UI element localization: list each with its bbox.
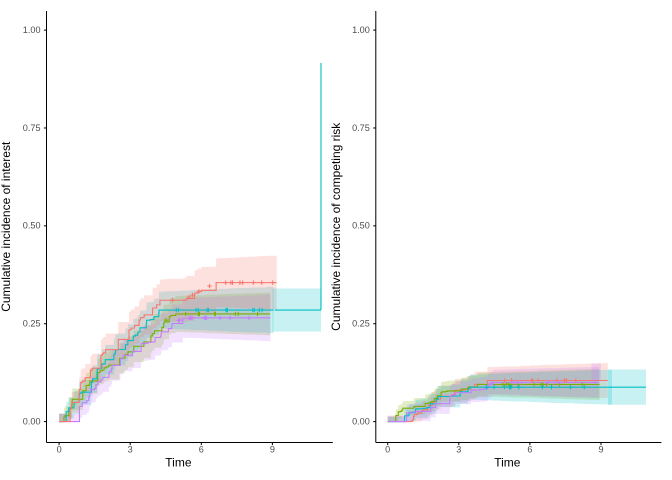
svg-text:6: 6 [199, 444, 204, 454]
svg-text:9: 9 [598, 444, 603, 454]
svg-text:6: 6 [527, 444, 532, 454]
svg-text:0: 0 [385, 444, 390, 454]
svg-text:0.75: 0.75 [352, 123, 370, 133]
svg-text:0.75: 0.75 [23, 123, 41, 133]
svg-text:Cumulative incidence of compet: Cumulative incidence of competing risk [329, 122, 343, 331]
svg-text:0: 0 [57, 444, 62, 454]
svg-text:Time: Time [165, 456, 192, 470]
svg-text:Time: Time [494, 456, 521, 470]
svg-text:Cumulative incidence of intere: Cumulative incidence of interest [0, 141, 13, 312]
svg-text:3: 3 [456, 444, 461, 454]
svg-text:0.25: 0.25 [352, 319, 370, 329]
svg-text:0.50: 0.50 [352, 221, 370, 231]
svg-text:1.00: 1.00 [23, 25, 41, 35]
svg-text:0.25: 0.25 [23, 319, 41, 329]
svg-text:3: 3 [128, 444, 133, 454]
svg-text:0.50: 0.50 [23, 221, 41, 231]
svg-text:9: 9 [270, 444, 275, 454]
svg-text:1.00: 1.00 [352, 25, 370, 35]
svg-text:0.00: 0.00 [352, 416, 370, 426]
svg-text:0.00: 0.00 [23, 416, 41, 426]
